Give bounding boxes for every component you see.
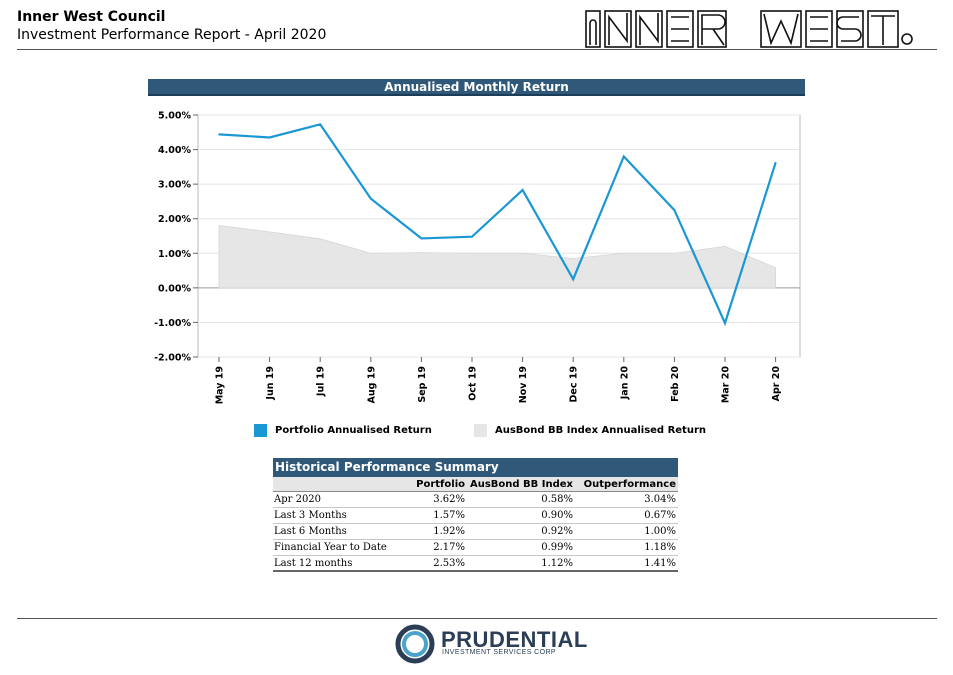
portfolio-point: [521, 189, 524, 191]
cell-portfolio: 3.62%: [433, 494, 465, 505]
prudential-ring-icon: [395, 624, 435, 664]
cell-period: Apr 2020: [274, 494, 322, 505]
cell-index: 0.58%: [541, 494, 573, 505]
cell-outperformance: 1.00%: [644, 526, 676, 537]
col-header-index: AusBond BB Index: [469, 478, 573, 490]
report-subtitle: Investment Performance Report - April 20…: [17, 27, 327, 43]
y-tick-label: -1.00%: [154, 318, 191, 329]
y-tick-label: 4.00%: [158, 145, 191, 156]
summary-title: Historical Performance Summary: [273, 458, 678, 477]
cell-period: Last 6 Months: [274, 526, 347, 537]
header-divider: [17, 49, 937, 50]
x-tick-label: Dec 19: [569, 366, 580, 403]
portfolio-point: [572, 278, 574, 281]
x-tick-label: Feb 20: [670, 366, 681, 402]
cell-outperformance: 1.41%: [644, 557, 676, 569]
index-area-series: [218, 225, 776, 289]
legend-portfolio: Portfolio Annualised Return: [254, 424, 432, 437]
cell-outperformance: 1.18%: [644, 542, 676, 553]
cell-index: 0.92%: [541, 526, 573, 537]
x-tick-label: Apr 20: [771, 366, 782, 402]
portfolio-point: [471, 235, 473, 238]
table-row: Financial Year to Date 2.17% 0.99% 1.18%: [273, 540, 678, 556]
chart-title-banner: Annualised Monthly Return: [148, 79, 805, 96]
prudential-logo: PRUDENTIAL INVESTMENT SERVICES CORP: [393, 624, 587, 664]
portfolio-line-series: [218, 123, 777, 327]
x-tick-label: Mar 20: [721, 366, 732, 403]
x-tick-label: Sep 19: [417, 366, 428, 403]
cell-portfolio: 1.57%: [433, 510, 465, 521]
legend-index: AusBond BB Index Annualised Return: [474, 424, 706, 437]
table-row: Last 12 months 2.53% 1.12% 1.41%: [273, 556, 678, 572]
cell-portfolio: 2.17%: [433, 542, 465, 553]
portfolio-point: [420, 237, 423, 240]
portfolio-point: [218, 133, 220, 136]
y-tick-label: 0.00%: [158, 283, 191, 294]
y-tick-label: 5.00%: [158, 111, 191, 122]
annualised-return-chart: 5.00% 4.00% 3.00% 2.00% 1.00% 0.00% -1.00% -2.0…: [154, 111, 801, 404]
col-header-outperformance: Outperformance: [583, 478, 676, 490]
portfolio-point: [774, 161, 777, 164]
portfolio-point: [370, 197, 372, 200]
portfolio-point: [724, 322, 726, 324]
cell-index: 0.99%: [541, 542, 573, 553]
portfolio-point: [623, 155, 625, 158]
x-tick-label: Jun 19: [265, 366, 276, 401]
legend-swatch-index: [474, 424, 487, 437]
y-tick-label: -2.00%: [154, 353, 191, 364]
x-tick-label: Aug 19: [366, 366, 377, 403]
summary-header-row: Portfolio AusBond BB Index Outperformanc…: [273, 477, 678, 492]
portfolio-point: [673, 209, 676, 211]
x-tick-label: Jul 19: [316, 366, 327, 397]
cell-period: Last 12 months: [274, 557, 353, 569]
chart-legend: Portfolio Annualised Return AusBond BB I…: [254, 424, 754, 442]
x-tick-label: May 19: [215, 366, 226, 404]
legend-label-index: AusBond BB Index Annualised Return: [495, 425, 707, 436]
x-tick-label: Jan 20: [619, 366, 630, 401]
company-subtitle: INVESTMENT SERVICES CORP: [442, 649, 556, 656]
performance-summary-table: Historical Performance Summary Portfolio…: [273, 458, 678, 572]
report-header: Inner West Council Investment Performanc…: [17, 8, 937, 52]
cell-index: 0.90%: [541, 510, 573, 521]
x-tick-label: Oct 19: [468, 366, 479, 401]
cell-portfolio: 2.53%: [433, 557, 465, 569]
legend-label-portfolio: Portfolio Annualised Return: [275, 425, 432, 436]
portfolio-point: [268, 136, 271, 139]
table-row: Last 3 Months 1.57% 0.90% 0.67%: [273, 508, 678, 524]
col-header-portfolio: Portfolio: [416, 478, 465, 490]
cell-outperformance: 3.04%: [644, 494, 676, 505]
council-name: Inner West Council: [17, 9, 166, 25]
portfolio-point: [319, 123, 321, 126]
cell-period: Last 3 Months: [274, 510, 347, 521]
legend-swatch-portfolio: [254, 424, 267, 437]
y-tick-label: 1.00%: [158, 249, 191, 260]
cell-portfolio: 1.92%: [433, 526, 465, 537]
y-tick-label: 3.00%: [158, 180, 191, 191]
company-name: PRUDENTIAL: [441, 627, 588, 652]
cell-index: 1.12%: [541, 557, 573, 569]
x-tick-label: Nov 19: [518, 366, 529, 403]
table-row: Last 6 Months 1.92% 0.92% 1.00%: [273, 524, 678, 540]
inner-west-logo: [585, 10, 913, 48]
footer-divider: [17, 618, 937, 619]
y-tick-label: 2.00%: [158, 214, 191, 225]
table-row: Apr 2020 3.62% 0.58% 3.04%: [273, 492, 678, 508]
cell-outperformance: 0.67%: [644, 510, 676, 521]
cell-period: Financial Year to Date: [274, 542, 387, 553]
